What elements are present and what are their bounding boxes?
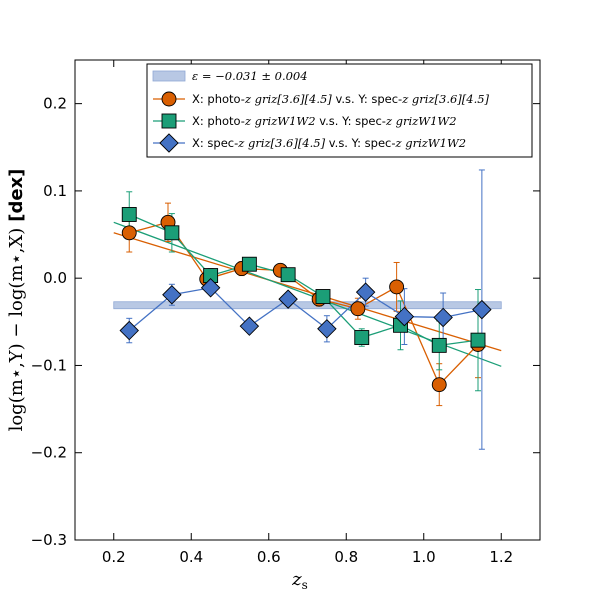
- y-tick-label: 0.0: [43, 269, 67, 287]
- data-point-photo-grizW1W2-vs-spec-grizW1W2: [121, 207, 137, 222]
- data-point-photo-grizW1W2-vs-spec-grizW1W2: [470, 332, 486, 348]
- data-point-spec-griz36-vs-spec-grizW1W2: [433, 307, 453, 328]
- x-tick-label: 0.6: [257, 548, 281, 566]
- data-point-photo-griz36-vs-spec-griz36: [350, 301, 366, 317]
- legend-label-part: v.s. Y: spec-: [325, 136, 395, 150]
- legend-marker-photo-grizW1W2-vs-spec-grizW1W2: [161, 113, 177, 129]
- data-point-spec-griz36-vs-spec-grizW1W2: [394, 306, 415, 327]
- legend-band-swatch: [152, 70, 186, 82]
- x-tick-label: 1.0: [412, 548, 436, 566]
- data-point-photo-grizW1W2-vs-spec-grizW1W2: [354, 330, 370, 345]
- tick-layer: 0.2 0.4 0.6 0.8 1.0 1.2 −0.3 −0.2 −0.1 0.0 0.1 0.2: [31, 60, 540, 566]
- legend-label-photo-grizW1W2-vs-spec-grizW1W2: X: photo-z grizW1W2 v.s. Y: spec-z grizW…: [192, 114, 457, 128]
- legend-band-value: −0.031 ± 0.004: [215, 69, 307, 83]
- legend-label-spec-griz36-vs-spec-grizW1W2: X: spec-z griz[3.6][4.5] v.s. Y: spec-z …: [192, 136, 466, 150]
- y-axis-label: log(m⋆,Y) − log(m⋆,X) [dex]: [6, 169, 27, 432]
- legend-label-part: z griz[3.6][4.5]: [237, 136, 325, 150]
- legend-label-part: z grizW1W2: [385, 114, 457, 128]
- legend-label-part: z grizW1W2: [395, 136, 467, 150]
- epsilon-band: [113, 301, 502, 310]
- legend-label-part: X: spec-: [192, 136, 238, 150]
- y-tick-label: −0.3: [31, 531, 67, 549]
- data-point-photo-griz36-vs-spec-griz36: [431, 377, 447, 393]
- data-point-photo-grizW1W2-vs-spec-grizW1W2: [431, 337, 447, 353]
- data-point-photo-griz36-vs-spec-griz36: [389, 279, 405, 295]
- legend-label-part: X: photo-: [192, 92, 245, 106]
- legend-marker-spec-griz36-vs-spec-grizW1W2: [159, 133, 179, 153]
- y-tick-label: 0.2: [43, 95, 67, 113]
- legend-band-prefix: ε =: [192, 69, 215, 83]
- y-tick-label: 0.1: [43, 182, 67, 200]
- y-tick-label: −0.1: [31, 356, 67, 374]
- data-point-photo-grizW1W2-vs-spec-grizW1W2: [315, 289, 331, 304]
- data-point-photo-griz36-vs-spec-griz36: [121, 225, 137, 241]
- data-point-spec-griz36-vs-spec-grizW1W2: [119, 320, 139, 341]
- x-tick-label: 0.4: [179, 548, 203, 566]
- data-point-spec-griz36-vs-spec-grizW1W2: [317, 319, 337, 339]
- data-point-spec-griz36-vs-spec-grizW1W2: [200, 278, 221, 298]
- legend-label-part: z griz[3.6][4.5]: [244, 92, 332, 106]
- legend-series: X: photo-z griz[3.6][4.5] v.s. Y: spec-z…: [153, 91, 490, 153]
- legend-label-photo-griz36-vs-spec-griz36: X: photo-z griz[3.6][4.5] v.s. Y: spec-z…: [192, 92, 490, 106]
- data-point-photo-grizW1W2-vs-spec-grizW1W2: [164, 225, 180, 241]
- legend-box: [146, 63, 533, 158]
- legend-label-part: X: photo-: [192, 114, 245, 128]
- x-tick-label: 0.8: [334, 548, 358, 566]
- data-point-spec-griz36-vs-spec-grizW1W2: [472, 299, 492, 320]
- legend-label-part: z grizW1W2: [244, 114, 316, 128]
- data-point-spec-griz36-vs-spec-grizW1W2: [355, 282, 376, 302]
- band-layer: [113, 301, 502, 310]
- legend-label-part: v.s. Y: spec-: [316, 114, 386, 128]
- y-axis-label-text: log(m⋆,Y) − log(m⋆,X) [dex]: [6, 169, 27, 432]
- data-point-photo-grizW1W2-vs-spec-grizW1W2: [280, 267, 296, 283]
- data-point-photo-grizW1W2-vs-spec-grizW1W2: [241, 256, 257, 272]
- series-line-photo-grizW1W2-vs-spec-grizW1W2: [128, 213, 479, 347]
- data-point-spec-griz36-vs-spec-grizW1W2: [239, 316, 260, 336]
- series-layer: [119, 169, 492, 450]
- series-line-spec-griz36-vs-spec-grizW1W2: [128, 287, 483, 332]
- x-tick-label: 0.2: [102, 548, 126, 566]
- legend: ε = −0.031 ± 0.004 X: photo-z griz[3.6][…: [146, 63, 533, 158]
- fit-line-photo-griz36-vs-spec-griz36: [113, 232, 502, 352]
- plot-frame: [74, 59, 541, 541]
- data-point-spec-griz36-vs-spec-grizW1W2: [162, 285, 182, 305]
- legend-marker-photo-griz36-vs-spec-griz36: [161, 91, 177, 107]
- x-tick-label: 1.2: [489, 548, 513, 566]
- y-axis-label-unit: [dex]: [6, 169, 27, 222]
- y-tick-label: −0.2: [31, 444, 67, 462]
- legend-label-part: z griz[3.6][4.5]: [401, 92, 489, 106]
- legend-band-label: ε = −0.031 ± 0.004: [192, 69, 308, 83]
- data-point-spec-griz36-vs-spec-grizW1W2: [278, 289, 298, 309]
- y-axis-label-math: log(m⋆,Y) − log(m⋆,X): [6, 228, 27, 432]
- legend-label-part: v.s. Y: spec-: [332, 92, 402, 106]
- x-axis-label: zs: [291, 569, 308, 592]
